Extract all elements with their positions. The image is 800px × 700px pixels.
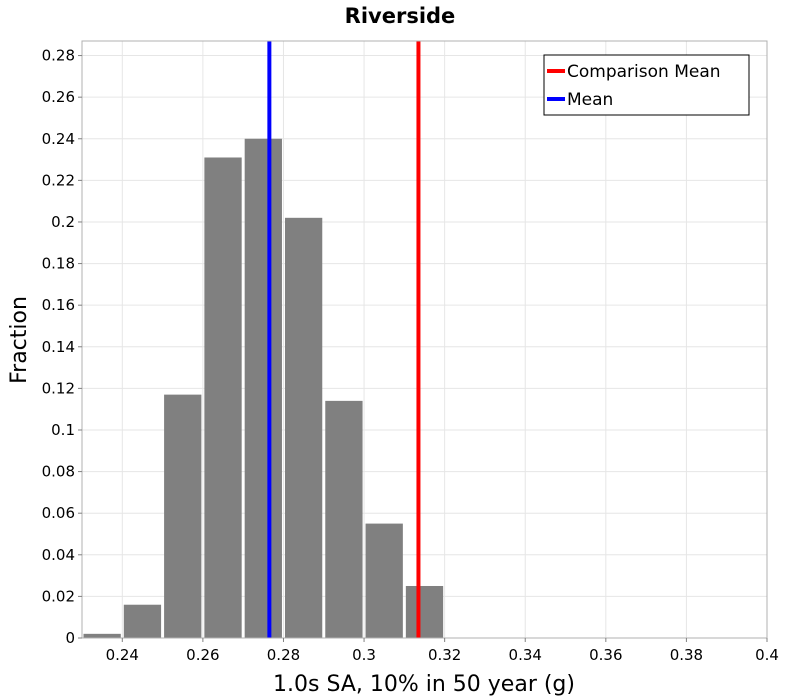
y-tick-label: 0.02 (42, 587, 75, 605)
y-tick-label: 0.12 (42, 379, 75, 397)
legend: Comparison Mean Mean (543, 54, 750, 116)
x-axis-label: 1.0s SA, 10% in 50 year (g) (273, 672, 575, 697)
x-tick-label: 0.32 (428, 646, 461, 664)
x-tick-label: 0.24 (106, 646, 139, 664)
plot-border (81, 40, 768, 639)
histogram-bar (123, 604, 162, 638)
x-tick-label: 0.3 (352, 646, 376, 664)
x-tick-label: 0.28 (267, 646, 300, 664)
y-tick-label: 0.22 (42, 171, 75, 189)
y-tick-label: 0.16 (42, 296, 75, 314)
x-tick-label: 0.36 (589, 646, 622, 664)
histogram-bars (83, 138, 444, 639)
histogram-bar (325, 400, 363, 638)
chart-title: Riverside (345, 4, 456, 28)
legend-label: Comparison Mean (567, 62, 721, 82)
x-axis-ticks: 0.24 0.26 0.28 0.3 0.32 0.34 0.36 0.38 0.4 (106, 638, 779, 664)
histogram-bar (164, 394, 202, 638)
histogram-bar (204, 157, 242, 639)
x-tick-label: 0.38 (670, 646, 703, 664)
x-tick-label: 0.34 (509, 646, 542, 664)
y-tick-label: 0.26 (42, 88, 75, 106)
y-tick-label: 0.08 (42, 463, 75, 481)
y-axis-label: Fraction (7, 296, 32, 384)
histogram-bar (365, 523, 403, 638)
y-tick-label: 0 (65, 629, 75, 647)
y-tick-label: 0.18 (42, 255, 75, 273)
x-tick-label: 0.26 (186, 646, 219, 664)
y-tick-label: 0.14 (42, 338, 75, 356)
x-tick-label: 0.4 (755, 646, 779, 664)
y-tick-label: 0.24 (42, 130, 75, 148)
histogram-bar (405, 585, 444, 638)
plot-frame (81, 40, 768, 639)
histogram-bar (244, 138, 282, 639)
y-tick-label: 0.2 (51, 213, 75, 231)
y-tick-label: 0.04 (42, 546, 75, 564)
legend-box (543, 54, 750, 116)
mean-lines (267, 41, 421, 638)
y-tick-label: 0.1 (51, 421, 75, 439)
y-axis-ticks: 0 0.02 0.04 0.06 0.08 0.1 0.12 0.14 0.16 0.18 0.2 0… (42, 47, 82, 647)
histogram-bar (83, 633, 121, 638)
legend-label: Mean (567, 90, 613, 110)
histogram-bar (284, 217, 323, 639)
y-tick-label: 0.06 (42, 504, 75, 522)
y-tick-label: 0.28 (42, 47, 75, 65)
